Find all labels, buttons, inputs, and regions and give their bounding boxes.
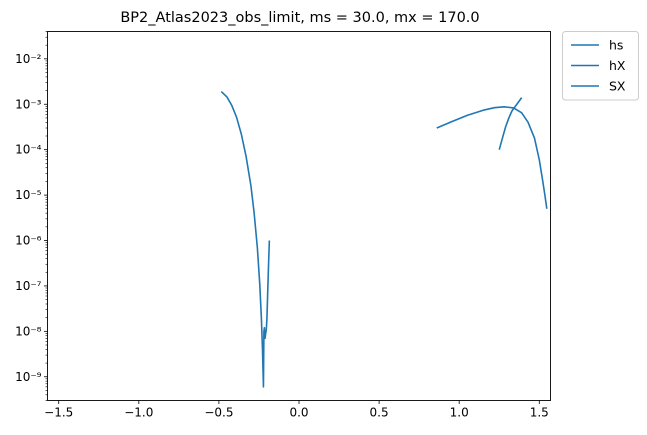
plot-area-frame — [47, 31, 551, 401]
series-line-hs — [220, 91, 271, 388]
y-tick-label: 10⁻⁴ — [15, 143, 42, 157]
series-lines — [220, 91, 548, 388]
y-tick-label: 10⁻³ — [15, 97, 42, 111]
legend-label: hX — [609, 58, 626, 73]
axis-ticks: −1.5 −1.0 −0.5 0.0 0.5 1.0 1.5 10⁻⁹ 10⁻⁸ 10⁻⁷ 10⁻⁶… — [15, 31, 549, 420]
x-tick-label: −1.5 — [44, 406, 73, 420]
x-tick-label: −0.5 — [204, 406, 233, 420]
series-line-SX — [498, 97, 523, 150]
legend: hs hX SX — [562, 31, 639, 101]
y-tick-label: 10⁻² — [15, 52, 42, 66]
legend-box — [562, 31, 639, 101]
y-tick-label: 10⁻⁹ — [15, 370, 42, 384]
chart-title: BP2_Atlas2023_obs_limit, ms = 30.0, mx =… — [120, 10, 479, 26]
x-tick-label: 1.5 — [530, 406, 549, 420]
legend-label: hs — [609, 38, 623, 53]
y-tick-label: 10⁻⁶ — [15, 234, 42, 248]
legend-label: SX — [609, 79, 626, 94]
x-tick-label: −1.0 — [124, 406, 153, 420]
y-tick-label: 10⁻⁷ — [15, 279, 42, 293]
x-tick-label: 1.0 — [450, 406, 469, 420]
series-line-hX — [436, 105, 548, 209]
x-tick-label: 0.5 — [370, 406, 389, 420]
y-tick-label: 10⁻⁸ — [15, 324, 42, 338]
y-tick-label: 10⁻⁵ — [15, 188, 42, 202]
x-tick-label: 0.0 — [289, 406, 308, 420]
